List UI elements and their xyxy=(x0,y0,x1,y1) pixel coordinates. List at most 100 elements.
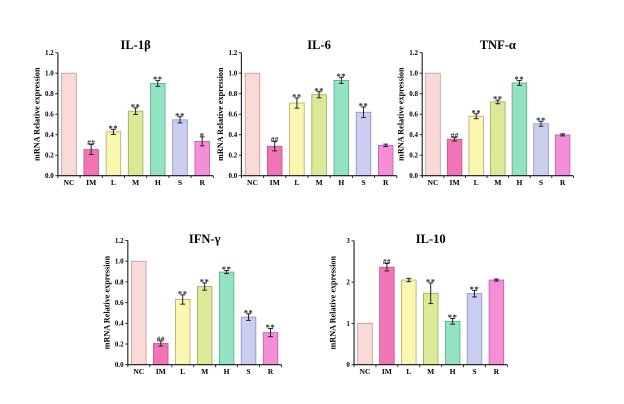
svg-text:1.0: 1.0 xyxy=(115,258,124,266)
svg-text:mRNA Relative expression: mRNA Relative expression xyxy=(32,67,41,161)
svg-text:NC: NC xyxy=(360,367,371,376)
svg-text:0.2: 0.2 xyxy=(409,152,418,160)
svg-text:**: ** xyxy=(109,123,119,133)
svg-text:M: M xyxy=(494,178,501,187)
svg-text:0: 0 xyxy=(346,361,350,369)
svg-text:0.0: 0.0 xyxy=(409,172,418,180)
svg-text:IM: IM xyxy=(450,178,460,187)
svg-text:0.2: 0.2 xyxy=(228,152,237,160)
svg-text:**: ** xyxy=(314,85,324,95)
svg-text:R: R xyxy=(268,367,274,376)
svg-text:**: ** xyxy=(471,107,481,117)
svg-text:mRNA Relative expression: mRNA Relative expression xyxy=(216,67,225,161)
svg-text:S: S xyxy=(361,178,365,187)
svg-text:R: R xyxy=(494,367,500,376)
svg-text:S: S xyxy=(246,367,250,376)
svg-text:IM: IM xyxy=(382,367,392,376)
svg-text:0.2: 0.2 xyxy=(45,152,54,160)
svg-text:IFN-γ: IFN-γ xyxy=(189,232,221,246)
svg-text:1.2: 1.2 xyxy=(409,49,418,57)
svg-text:L: L xyxy=(180,367,185,376)
svg-text:0.2: 0.2 xyxy=(115,340,124,348)
svg-text:mRNA Relative expression: mRNA Relative expression xyxy=(102,255,111,349)
svg-text:0.8: 0.8 xyxy=(228,90,237,98)
svg-text:1.0: 1.0 xyxy=(228,70,237,78)
svg-text:1.2: 1.2 xyxy=(45,49,54,57)
svg-text:0.0: 0.0 xyxy=(45,172,54,180)
svg-text:0.6: 0.6 xyxy=(45,111,54,119)
svg-text:mRNA Relative expression: mRNA Relative expression xyxy=(397,67,406,161)
svg-text:L: L xyxy=(474,178,479,187)
svg-text:H: H xyxy=(155,178,161,187)
svg-text:H: H xyxy=(224,367,230,376)
svg-text:**: ** xyxy=(536,115,546,125)
svg-text:NC: NC xyxy=(247,178,258,187)
svg-text:**: ** xyxy=(200,277,210,287)
svg-text:1.0: 1.0 xyxy=(409,70,418,78)
svg-text:IL-10: IL-10 xyxy=(416,232,446,246)
svg-text:1.0: 1.0 xyxy=(45,70,54,78)
svg-text:0.6: 0.6 xyxy=(409,111,418,119)
svg-text:##: ## xyxy=(87,138,95,147)
svg-text:**: ** xyxy=(515,74,525,84)
svg-text:NC: NC xyxy=(133,367,144,376)
svg-text:**: ** xyxy=(178,288,188,298)
svg-text:NC: NC xyxy=(428,178,439,187)
svg-text:0.4: 0.4 xyxy=(45,131,54,139)
svg-text:L: L xyxy=(406,367,411,376)
svg-text:H: H xyxy=(338,178,344,187)
svg-text:NC: NC xyxy=(64,178,75,187)
svg-text:**: ** xyxy=(131,101,141,111)
svg-text:##: ## xyxy=(157,334,165,343)
svg-text:**: ** xyxy=(153,74,163,84)
svg-text:0.0: 0.0 xyxy=(228,172,237,180)
svg-text:IL-6: IL-6 xyxy=(307,38,331,52)
svg-text:TNF-α: TNF-α xyxy=(480,38,516,52)
svg-text:##: ## xyxy=(451,131,459,140)
svg-text:M: M xyxy=(201,367,208,376)
svg-text:mRNA Relative expression: mRNA Relative expression xyxy=(329,256,338,350)
svg-text:0.6: 0.6 xyxy=(228,111,237,119)
svg-text:0.8: 0.8 xyxy=(45,90,54,98)
svg-text:0.4: 0.4 xyxy=(409,131,418,139)
svg-text:0.0: 0.0 xyxy=(115,361,124,369)
svg-text:2: 2 xyxy=(346,279,350,287)
svg-text:0.8: 0.8 xyxy=(115,278,124,286)
svg-text:IM: IM xyxy=(156,367,166,376)
svg-text:*: * xyxy=(200,130,205,140)
svg-text:H: H xyxy=(516,178,522,187)
svg-text:**: ** xyxy=(266,322,276,332)
svg-text:R: R xyxy=(199,178,205,187)
svg-text:**: ** xyxy=(470,284,480,294)
svg-text:**: ** xyxy=(244,307,254,317)
svg-text:S: S xyxy=(472,367,476,376)
svg-text:##: ## xyxy=(383,257,391,266)
svg-text:**: ** xyxy=(448,312,458,322)
svg-text:0.4: 0.4 xyxy=(228,131,237,139)
svg-text:IL-1β: IL-1β xyxy=(120,38,151,52)
svg-text:**: ** xyxy=(222,264,232,274)
svg-text:**: ** xyxy=(426,277,436,287)
svg-text:IM: IM xyxy=(270,178,280,187)
svg-text:0.6: 0.6 xyxy=(115,299,124,307)
svg-text:1.2: 1.2 xyxy=(115,237,124,245)
svg-text:3: 3 xyxy=(346,237,350,245)
svg-text:IM: IM xyxy=(86,178,96,187)
svg-text:R: R xyxy=(560,178,566,187)
svg-text:M: M xyxy=(316,178,323,187)
svg-text:R: R xyxy=(383,178,389,187)
svg-text:L: L xyxy=(294,178,299,187)
svg-text:**: ** xyxy=(336,71,346,81)
svg-text:1.2: 1.2 xyxy=(228,49,237,57)
svg-text:M: M xyxy=(132,178,139,187)
svg-text:**: ** xyxy=(175,110,185,120)
svg-text:0.4: 0.4 xyxy=(115,320,124,328)
svg-text:L: L xyxy=(111,178,116,187)
svg-text:S: S xyxy=(178,178,182,187)
svg-text:**: ** xyxy=(359,101,369,111)
svg-text:S: S xyxy=(539,178,543,187)
svg-text:M: M xyxy=(427,367,434,376)
svg-text:0.8: 0.8 xyxy=(409,90,418,98)
svg-text:H: H xyxy=(450,367,456,376)
svg-text:**: ** xyxy=(493,94,503,104)
